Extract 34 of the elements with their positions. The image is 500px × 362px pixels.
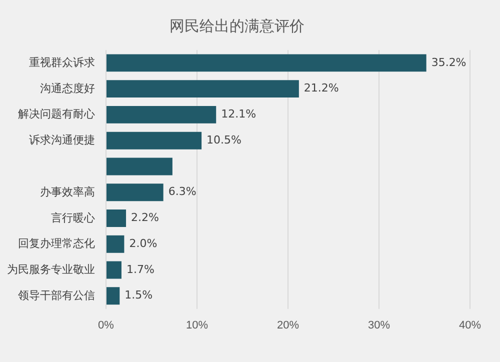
x-tick-label: 10% — [186, 319, 208, 332]
bar — [106, 287, 120, 305]
data-label: 2.0% — [129, 236, 158, 250]
x-tick-label: 30% — [368, 319, 390, 332]
data-label: 35.2% — [431, 56, 466, 69]
y-tick-label: 诉求沟通便捷 — [29, 134, 95, 147]
y-tick-label: 回复办理常态化 — [18, 237, 95, 250]
data-label: 21.2% — [304, 82, 339, 95]
y-tick-label: 言行暖心 — [51, 211, 95, 224]
y-tick-label: 为民服务专业敬业 — [7, 263, 95, 276]
y-tick-label: 重视群众诉求 — [29, 56, 95, 69]
data-label: 1.5% — [124, 288, 153, 302]
bar — [106, 54, 426, 72]
x-tick-label: 0% — [98, 319, 114, 332]
bar — [106, 132, 202, 150]
data-label: 12.1% — [221, 108, 256, 121]
bar — [106, 184, 164, 202]
bar — [106, 80, 299, 98]
data-label: 1.7% — [126, 262, 154, 276]
data-label: 10.5% — [206, 133, 242, 146]
bar — [106, 158, 172, 176]
y-tick-label: 沟通态度好 — [40, 82, 95, 95]
bar — [106, 106, 216, 124]
bar — [106, 235, 124, 253]
x-tick-label: 40% — [458, 319, 482, 332]
y-tick-label: 领导干部有公信 — [18, 288, 95, 302]
bar — [106, 209, 126, 227]
y-tick-label: 解决问题有耐心 — [18, 108, 95, 121]
x-tick-label: 20% — [276, 319, 300, 332]
y-tick-label: 办事效率高 — [40, 185, 95, 198]
data-label: 6.3% — [168, 185, 196, 198]
bar — [106, 261, 122, 279]
data-label: 2.2% — [131, 211, 159, 224]
chart-title: 网民给出的满意评价 — [170, 16, 304, 35]
